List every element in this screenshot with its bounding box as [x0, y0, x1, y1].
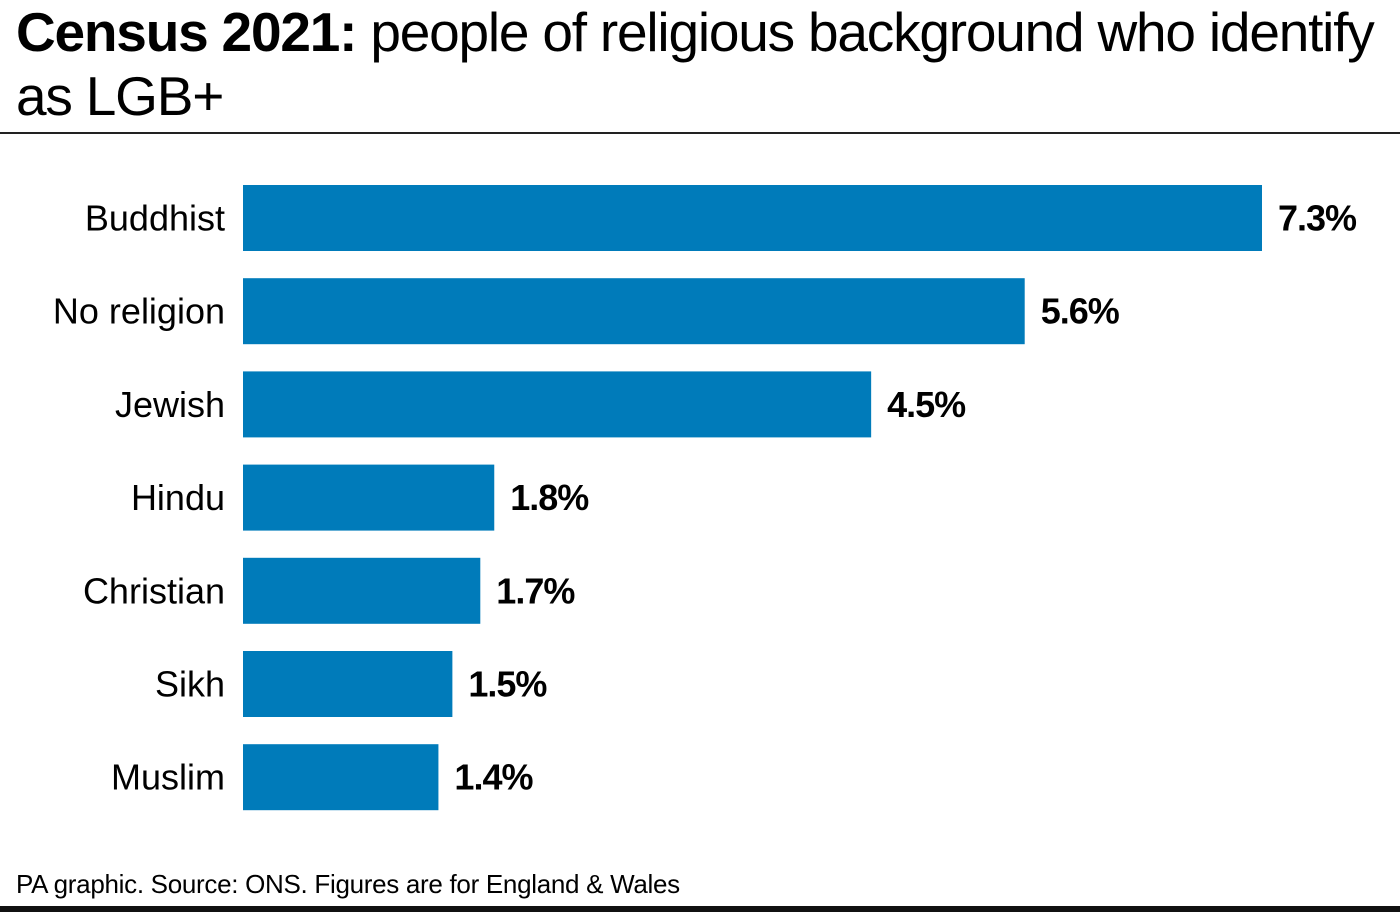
title-divider	[0, 132, 1400, 134]
bottom-divider	[0, 906, 1400, 912]
value-label: 1.8%	[510, 477, 589, 518]
bar-row: Jewish 4.5%	[115, 371, 967, 438]
category-label: Muslim	[111, 757, 225, 798]
value-label: 5.6%	[1041, 291, 1120, 332]
value-label: 1.5%	[468, 664, 547, 705]
category-label: Sikh	[155, 664, 225, 705]
bar-row: Christian 1.7%	[83, 557, 576, 624]
bar	[243, 744, 439, 811]
value-label: 4.5%	[887, 384, 966, 425]
bar-row: Hindu 1.8%	[131, 464, 590, 531]
bar-chart: Buddhist 7.3% No religion 5.6% Jewish 4.5% Hin…	[53, 185, 1358, 811]
chart-title-bold: Census 2021:	[16, 1, 357, 63]
value-label: 7.3%	[1278, 198, 1357, 239]
bar-row: No religion 5.6%	[53, 278, 1121, 345]
bar	[243, 185, 1262, 251]
category-label: No religion	[53, 291, 225, 332]
bar	[243, 278, 1025, 345]
category-label: Christian	[83, 570, 225, 611]
bar	[243, 464, 495, 531]
bar	[243, 557, 481, 624]
chart-title: Census 2021: people of religious backgro…	[16, 0, 1386, 128]
bar-row: Muslim 1.4%	[111, 744, 534, 811]
category-label: Hindu	[131, 477, 225, 518]
bars-group: Buddhist 7.3% No religion 5.6% Jewish 4.5% Hin…	[53, 185, 1358, 811]
bar-row: Buddhist 7.3%	[85, 185, 1358, 251]
bar	[243, 371, 872, 438]
bar-row: Sikh 1.5%	[155, 651, 548, 717]
bar	[243, 651, 453, 717]
category-label: Buddhist	[85, 198, 225, 239]
source-note: PA graphic. Source: ONS. Figures are for…	[16, 869, 680, 899]
value-label: 1.7%	[496, 570, 575, 611]
category-label: Jewish	[115, 384, 225, 425]
value-label: 1.4%	[454, 757, 533, 798]
chart-title-regular: people of religious background who ident…	[16, 1, 1375, 127]
